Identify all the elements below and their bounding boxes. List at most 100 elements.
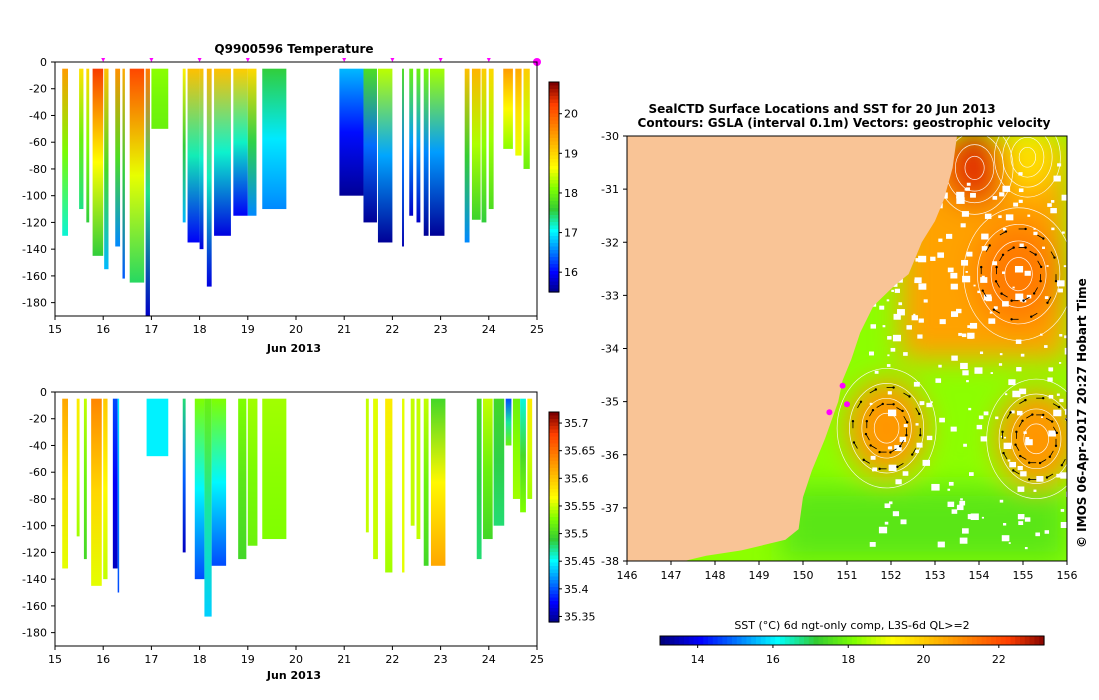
colorbar-segment [549, 506, 559, 511]
colorbar-segment [736, 636, 743, 645]
cloud-speck [1046, 265, 1049, 267]
y-tick-label: -140 [22, 573, 47, 586]
colorbar-segment [549, 419, 559, 424]
cloud-speck [914, 279, 919, 284]
profile-bar [214, 68, 231, 236]
colorbar-segment [549, 440, 559, 445]
cloud-speck [1019, 388, 1027, 395]
cloud-speck [950, 283, 958, 290]
profile-bar [493, 398, 505, 526]
profile-bar [204, 398, 212, 617]
cloud-speck [931, 483, 940, 491]
cloud-speck [1013, 202, 1019, 207]
colorbar-tick-label: 35.65 [564, 445, 596, 458]
x-tick-label: 25 [530, 653, 544, 666]
cloud-speck [968, 407, 972, 411]
colorbar-segment [549, 580, 559, 585]
cloud-speck [915, 449, 920, 453]
profile-bar [129, 68, 145, 283]
cloud-speck [962, 528, 969, 534]
cloud-speck [979, 351, 984, 355]
colorbar-segment [549, 166, 559, 171]
colorbar-segment [972, 636, 978, 645]
colorbar-segment [549, 590, 559, 595]
colorbar-segment [549, 218, 559, 223]
profile-bar [104, 68, 109, 270]
colorbar-segment [549, 454, 559, 459]
sst-eddy [996, 391, 1067, 487]
colorbar-segment [549, 145, 559, 150]
cloud-speck [874, 370, 879, 374]
profile-bar [187, 68, 200, 243]
velocity-vector-head [1024, 227, 1027, 231]
colorbar-tick-label: 17 [564, 227, 578, 240]
colorbar-segment [549, 520, 559, 525]
cloud-speck [1026, 294, 1032, 299]
colorbar-tick-label: 16 [766, 653, 780, 666]
temperature-title: Q9900596 Temperature [214, 42, 373, 56]
cloud-speck [938, 238, 943, 242]
colorbar-segment [823, 636, 829, 645]
colorbar-segment [549, 433, 559, 438]
velocity-vector-head [852, 441, 856, 444]
cloud-speck [989, 311, 993, 314]
cloud-speck [951, 311, 959, 317]
cloud-speck [981, 233, 989, 240]
colorbar-segment [549, 141, 559, 146]
y-tick-label: 0 [40, 386, 47, 399]
colorbar-segment [549, 267, 559, 272]
colorbar-segment [549, 176, 559, 181]
colorbar-segment [549, 475, 559, 480]
cloud-speck [898, 302, 903, 306]
velocity-vector-head [1012, 469, 1015, 472]
seal-location [839, 382, 846, 389]
x-tick-label: 22 [385, 323, 399, 336]
gsla-contour [990, 240, 1047, 308]
cloud-speck [894, 445, 902, 452]
velocity-vector-head [1019, 454, 1022, 458]
colorbar-segment [549, 89, 559, 94]
map-x-tick-label: 155 [1013, 569, 1034, 582]
colorbar-segment [549, 499, 559, 504]
colorbar-segment [549, 243, 559, 248]
velocity-vector-head [1054, 444, 1058, 448]
colorbar-segment [549, 215, 559, 220]
cloud-speck [1012, 390, 1021, 398]
cloud-speck [1002, 301, 1009, 307]
cloud-speck [956, 504, 964, 511]
velocity-vector-head [1001, 253, 1005, 256]
colorbar-segment [549, 552, 559, 557]
profile-bar [62, 398, 69, 569]
cloud-speck [977, 290, 981, 294]
cloud-speck [903, 352, 908, 356]
velocity-vector-head [1012, 246, 1015, 249]
velocity-vector-head [865, 419, 868, 423]
profile-bar [363, 68, 377, 223]
x-tick-label: 18 [193, 653, 207, 666]
velocity-vector-head [1028, 461, 1031, 464]
cloud-speck [950, 272, 958, 279]
velocity-vector-head [1001, 430, 1004, 434]
gsla-contour [963, 207, 1067, 341]
cloud-speck [1033, 227, 1036, 230]
cloud-speck [984, 213, 992, 219]
cloud-speck [1018, 521, 1024, 526]
sst-eddy [1001, 136, 1054, 190]
colorbar-segment [549, 127, 559, 132]
colorbar-segment [549, 229, 559, 234]
profile-marker [390, 58, 395, 62]
colorbar-segment [885, 636, 891, 645]
colorbar-segment [780, 636, 786, 645]
cloud-speck [951, 355, 958, 361]
colorbar-tick-label: 16 [564, 266, 578, 279]
colorbar-segment [933, 636, 939, 645]
profile-bar [199, 68, 204, 250]
cloud-speck [1056, 393, 1060, 396]
gsla-contour [954, 144, 995, 192]
x-tick-label: 25 [530, 323, 544, 336]
colorbar-segment [880, 636, 887, 645]
velocity-vector-head [862, 458, 865, 462]
cloud-speck [892, 511, 900, 517]
colorbar-segment [895, 636, 901, 645]
profile-bar [385, 398, 393, 573]
